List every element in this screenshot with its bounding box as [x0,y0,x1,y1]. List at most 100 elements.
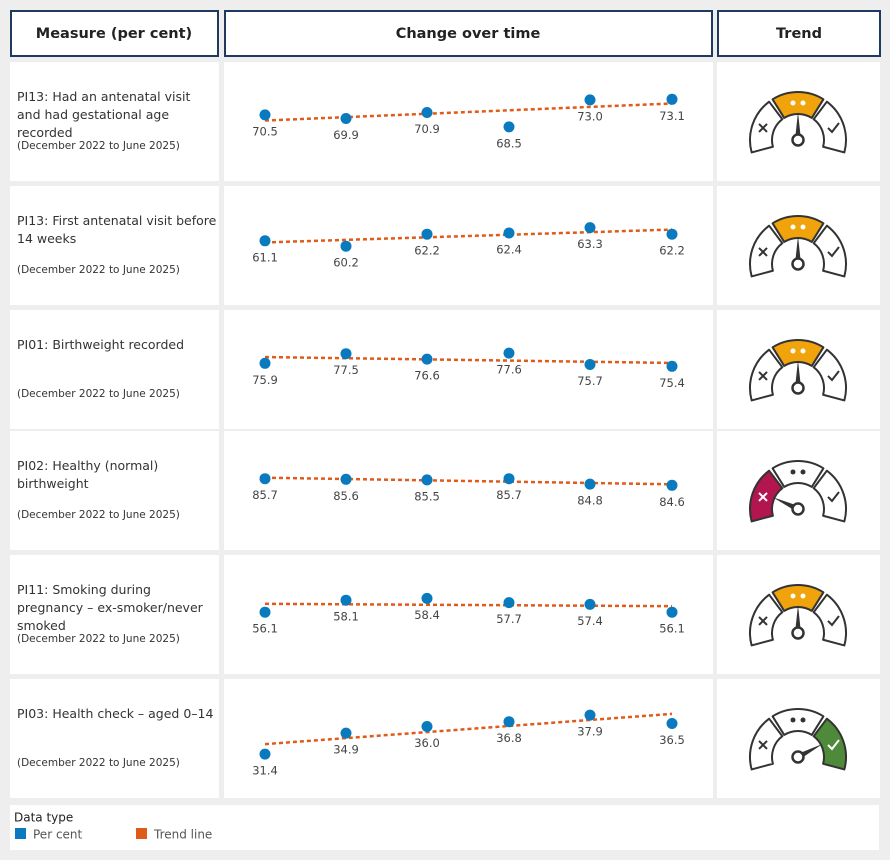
value-label: 75.7 [577,374,603,388]
data-point [584,222,596,234]
data-point [340,594,352,606]
value-label: 70.5 [252,124,278,138]
gauge-segment [771,584,825,612]
gauge-segment [812,717,847,771]
value-label: 56.1 [252,622,278,636]
face-dot [790,100,796,106]
data-point [421,228,433,240]
value-label: 68.5 [496,136,522,150]
gauge-hub [791,133,805,147]
legend-box [10,805,879,850]
face-dot [800,717,806,723]
data-point [340,473,352,485]
trend-line [264,476,673,486]
gauge-segment [812,224,847,278]
cross-icon [758,123,768,133]
gauge-segment [771,215,825,243]
cross-icon [758,616,768,626]
value-label: 56.1 [659,622,685,636]
period-label: (December 2022 to June 2025) [17,509,180,521]
data-point [584,359,596,370]
cell [224,431,713,550]
period-label: (December 2022 to June 2025) [17,633,180,645]
gauge-needle [795,360,801,388]
value-label: 62.2 [414,244,440,258]
value-label: 76.6 [414,369,440,383]
value-label: 69.9 [333,128,359,142]
trend-line [264,102,673,122]
data-point [340,727,352,739]
data-point [666,479,678,491]
gauge-hub [791,502,805,516]
cross-icon [758,740,768,750]
data-point [503,597,515,609]
check-icon [827,370,840,382]
cell [717,431,880,550]
gauge-segment [749,469,784,523]
value-label: 70.9 [414,122,440,136]
data-point [259,109,271,121]
data-point [666,360,678,372]
gauge-hub [791,750,805,764]
measure-label: PI03: Health check – aged 0–14 [17,706,214,721]
check-icon [827,739,840,751]
face-dot [800,593,806,599]
face-dot [800,348,806,354]
legend-title: Data type [14,811,73,825]
header-cell [224,10,713,57]
data-point [503,121,515,133]
cell [717,679,880,798]
measure-label: PI01: Birthweight recorded [17,337,184,352]
data-point [259,357,271,369]
face-dot [790,593,796,599]
value-label: 73.0 [577,109,603,123]
check-icon [827,122,840,134]
gauge-segment [812,593,847,647]
gauge-hub [791,257,805,271]
gauge-segment [771,91,825,119]
value-label: 36.0 [414,736,440,750]
value-label: 85.7 [252,488,278,502]
header-cell [717,10,881,57]
cell [224,310,713,429]
cell [10,431,219,550]
value-label: 62.4 [496,243,522,257]
face-dot [800,100,806,106]
cell [224,186,713,305]
gauge-segment [749,717,784,771]
period-label: (December 2022 to June 2025) [17,388,180,400]
data-point [259,606,271,618]
legend-label: Trend line [153,828,212,842]
value-label: 60.2 [333,256,359,270]
gauge-hub [791,626,805,640]
legend-swatch [15,828,26,839]
value-label: 85.5 [414,489,440,503]
check-icon [827,246,840,258]
legend-swatch [136,828,147,839]
data-point [503,473,515,485]
gauge-segment [771,708,825,736]
data-point [259,748,271,760]
cell [10,186,219,305]
cell [10,310,219,429]
trend-line [264,712,673,746]
value-label: 34.9 [333,743,359,757]
data-point [666,718,678,729]
gauge-segment [749,224,784,278]
header-text: Change over time [396,26,541,42]
value-label: 75.4 [659,376,685,390]
data-point [666,606,678,618]
value-label: 31.4 [252,764,278,778]
gauge-needle [795,236,801,264]
measure-label: PI13: Had an antenatal visit and had ges… [17,89,191,140]
gauge-segment [749,593,784,647]
face-dot [800,224,806,230]
cross-icon [758,371,768,381]
data-point [259,235,271,247]
value-label: 62.2 [659,244,685,258]
value-label: 63.3 [577,237,603,251]
face-dot [790,348,796,354]
face-dot [790,224,796,230]
value-label: 75.9 [252,373,278,387]
data-point [503,227,515,239]
